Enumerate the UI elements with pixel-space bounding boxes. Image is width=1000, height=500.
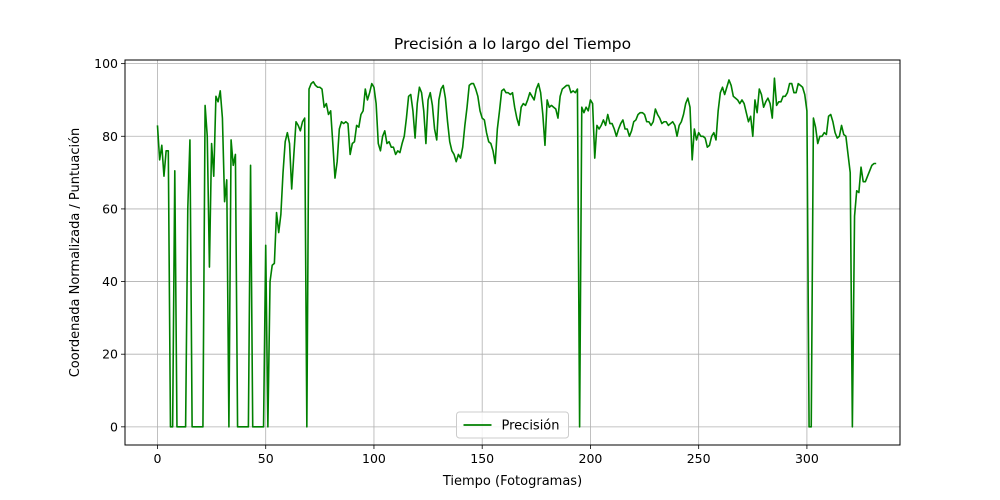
y-tick-label: 20 (102, 347, 118, 362)
y-tick-label: 60 (102, 201, 118, 216)
x-axis-label: Tiempo (Fotogramas) (442, 474, 582, 489)
x-tick-label: 100 (362, 451, 386, 466)
x-tick-label: 0 (153, 451, 161, 466)
y-tick-label: 0 (110, 419, 118, 434)
y-axis-label: Coordenada Normalizada / Puntuación (68, 128, 83, 378)
legend-label: Precisión (502, 419, 560, 434)
ticks: 0 50 100 150 200 250 300 0 20 40 60 80 100 (94, 56, 819, 466)
x-tick-label: 250 (687, 451, 711, 466)
legend-box (456, 411, 569, 439)
legend: Precisión (456, 411, 569, 439)
y-tick-label: 100 (94, 56, 118, 71)
y-tick-label: 80 (102, 129, 118, 144)
x-tick-label: 50 (258, 451, 274, 466)
series-line (156, 77, 877, 428)
chart-title: Precisión a lo largo del Tiempo (394, 35, 631, 53)
x-tick-label: 150 (470, 451, 494, 466)
y-tick-label: 40 (102, 274, 118, 289)
series-layer (156, 77, 877, 428)
x-tick-label: 300 (795, 451, 819, 466)
plot-frame (124, 59, 901, 446)
x-tick-label: 200 (579, 451, 603, 466)
